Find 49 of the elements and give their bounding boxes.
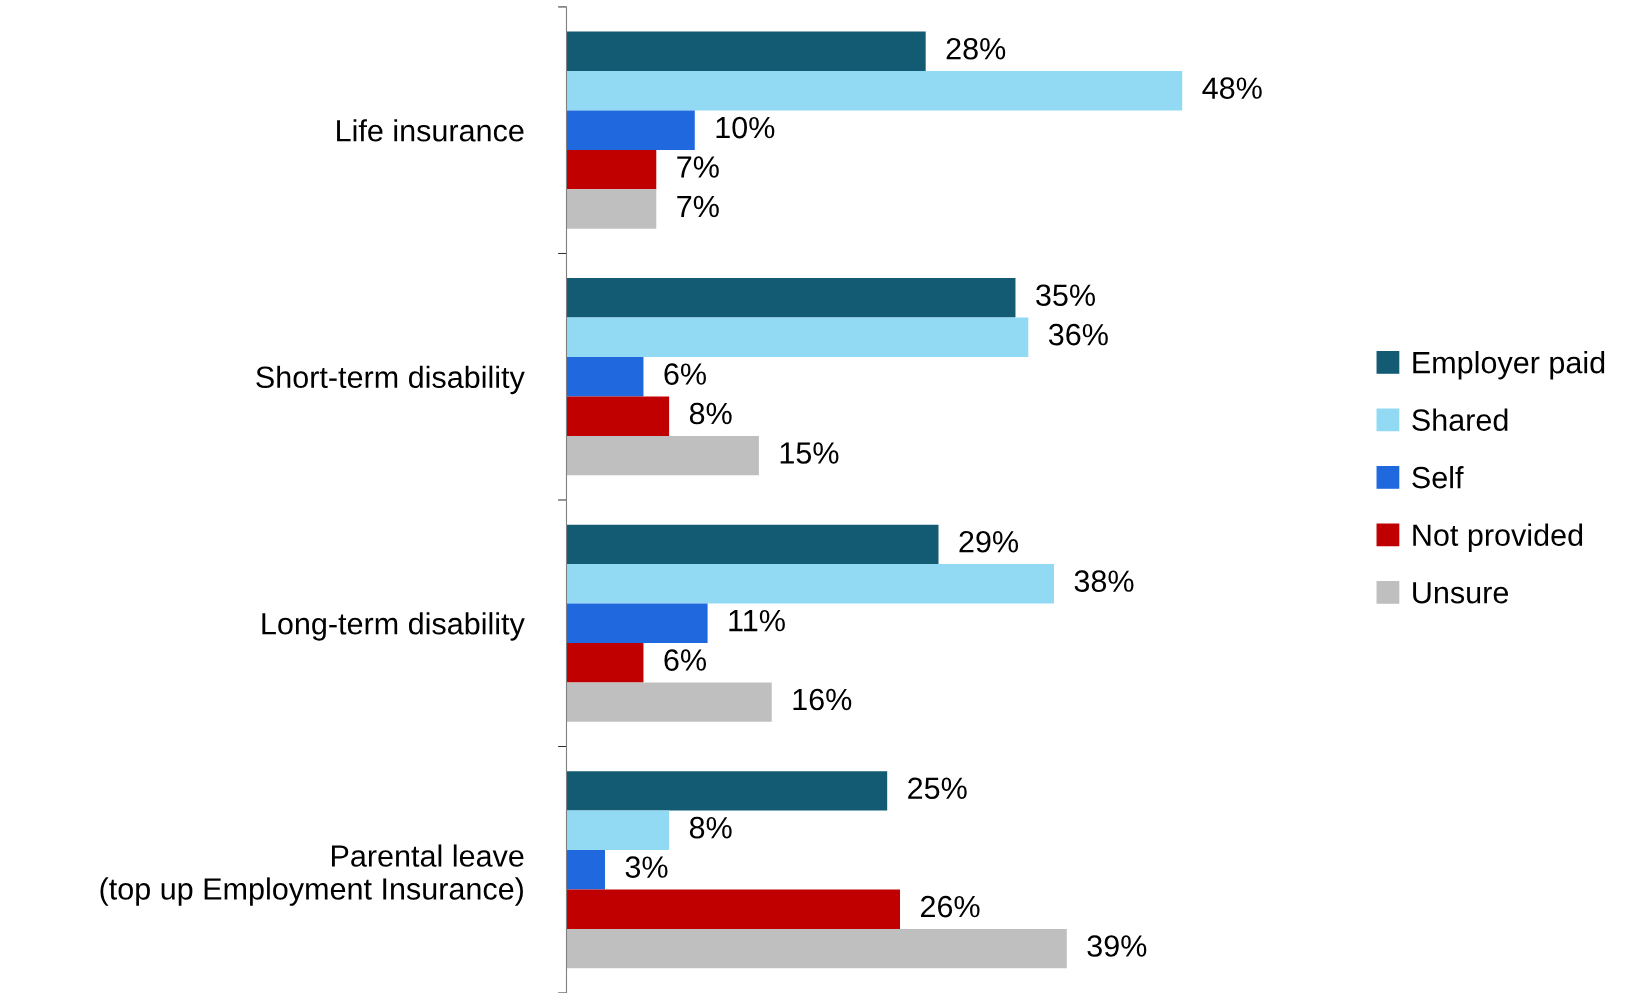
bar [566, 810, 670, 851]
data-label: 26% [921, 895, 980, 918]
legend-label: Unsure [1413, 582, 1508, 604]
bar [566, 603, 708, 643]
bar [566, 396, 670, 436]
y-tick-label: Long-term disability [262, 612, 525, 641]
data-label: 11% [729, 609, 785, 632]
bar [566, 31, 926, 72]
bar [566, 189, 657, 229]
bar [566, 435, 759, 476]
bar [566, 357, 644, 397]
y-tick-label: Short-term disability [256, 365, 525, 395]
data-label: 7% [677, 156, 719, 178]
data-label: 6% [664, 649, 706, 671]
bar [566, 278, 1016, 318]
data-label: 16% [793, 688, 852, 711]
legend-label: Employer paid [1413, 350, 1605, 380]
bar [566, 564, 1054, 604]
data-label: 25% [908, 777, 967, 800]
data-label: 38% [1074, 570, 1134, 592]
data-label: 28% [946, 37, 1006, 60]
data-label: 39% [1087, 935, 1147, 957]
data-label: 15% [780, 442, 839, 464]
data-label: 10% [716, 116, 775, 139]
bar [566, 928, 1067, 969]
data-label: 8% [689, 402, 732, 425]
data-label: 7% [677, 195, 719, 218]
bar [566, 682, 772, 722]
data-label: 3% [625, 856, 668, 878]
bar [566, 71, 1183, 111]
data-label: 36% [1048, 323, 1108, 346]
y-tick-label: Parental leave (top up Employment Insurance) [100, 844, 524, 906]
bar [566, 850, 605, 890]
y-tick-label: Life insurance [337, 119, 524, 142]
legend-label: Self [1412, 466, 1464, 489]
data-label: 8% [689, 816, 732, 839]
bar [566, 642, 644, 683]
bar [566, 110, 695, 150]
bar [566, 524, 939, 565]
legend-label: Not provided [1413, 523, 1583, 553]
data-label: 6% [664, 363, 706, 385]
data-label: 29% [959, 530, 1019, 553]
data-label: 35% [1036, 284, 1095, 307]
bar [566, 889, 901, 929]
legend-label: Shared [1412, 408, 1508, 431]
bar [566, 317, 1029, 357]
data-label: 48% [1202, 77, 1262, 99]
bar [566, 771, 888, 811]
bar [566, 149, 657, 190]
